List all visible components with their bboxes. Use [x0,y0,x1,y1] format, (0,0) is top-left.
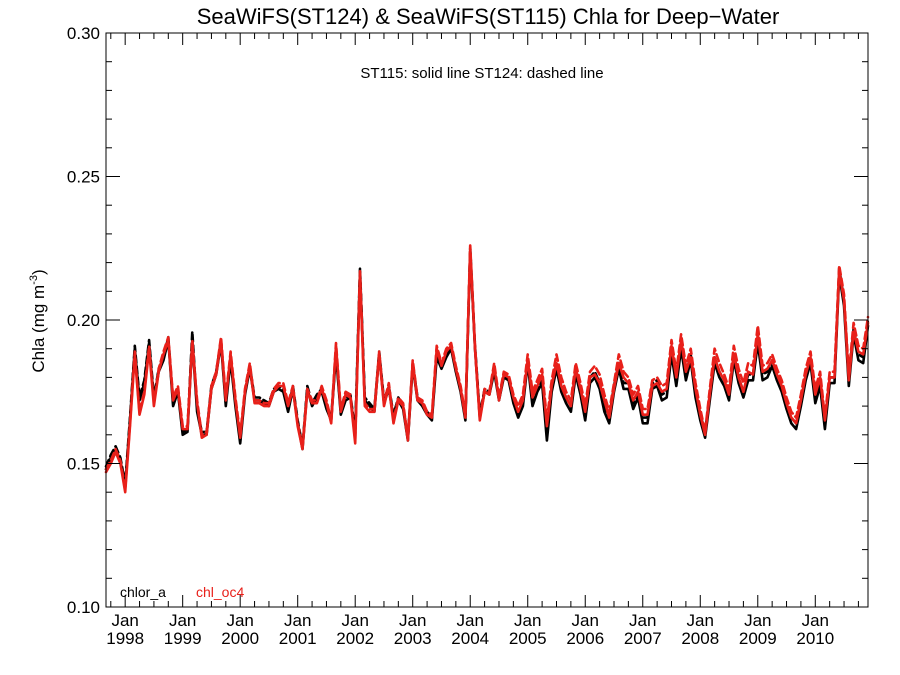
x-tick-label-year: 2004 [451,629,489,648]
x-tick-label-year: 2000 [221,629,259,648]
y-axis-label: Chla (mg m-3) [28,269,48,372]
x-tick-label-year: 2002 [336,629,374,648]
y-axis-label-superscript: -3 [28,275,40,285]
x-tick-label-month: Jan [284,611,311,630]
series-layer [104,244,870,494]
x-tick-label-month: Jan [514,611,541,630]
x-tick-label-month: Jan [572,611,599,630]
x-tick-label-month: Jan [629,611,656,630]
x-tick-label-month: Jan [802,611,829,630]
x-tick-label-year: 2007 [624,629,662,648]
legend-label-chl-oc4: chl_oc4 [196,584,244,600]
x-tick-label-year: 2003 [394,629,432,648]
legend: chlor_a chl_oc4 [120,584,244,600]
x-tick-label-year: 2009 [739,629,777,648]
y-tick-label: 0.25 [67,168,100,187]
plot-frame [105,32,869,608]
series-line-chl-oc4-st115-solid [104,247,870,494]
series-line-chl-oc4-st124-dashed [104,244,870,491]
legend-label-chlor-a: chlor_a [120,584,166,600]
line-style-annotation: ST115: solid line ST124: dashed line [360,65,603,82]
x-tick-label-month: Jan [226,611,253,630]
x-tick-label-year: 2006 [566,629,604,648]
x-tick-label-month: Jan [457,611,484,630]
chart-title: SeaWiFS(ST124) & SeaWiFS(ST115) Chla for… [197,4,780,29]
y-tick-label: 0.20 [67,311,100,330]
x-tick-label-month: Jan [687,611,714,630]
x-tick-label-year: 1998 [106,629,144,648]
x-tick-label-year: 2008 [681,629,719,648]
x-tick-label-month: Jan [399,611,426,630]
axis-layer: 0.100.150.200.250.30Jan1998Jan1999Jan200… [67,24,868,648]
y-tick-label: 0.15 [67,455,100,474]
x-tick-label-month: Jan [169,611,196,630]
x-tick-label-month: Jan [341,611,368,630]
x-tick-label-month: Jan [744,611,771,630]
y-axis-label-text: Chla (mg m [29,285,48,373]
x-tick-label-year: 1999 [164,629,202,648]
x-tick-label-year: 2010 [796,629,834,648]
y-axis-label-close: ) [29,269,48,275]
y-tick-label: 0.10 [67,598,100,617]
x-tick-label-year: 2005 [509,629,547,648]
y-tick-label: 0.30 [67,24,100,43]
x-tick-label-month: Jan [111,611,138,630]
x-tick-label-year: 2001 [279,629,317,648]
